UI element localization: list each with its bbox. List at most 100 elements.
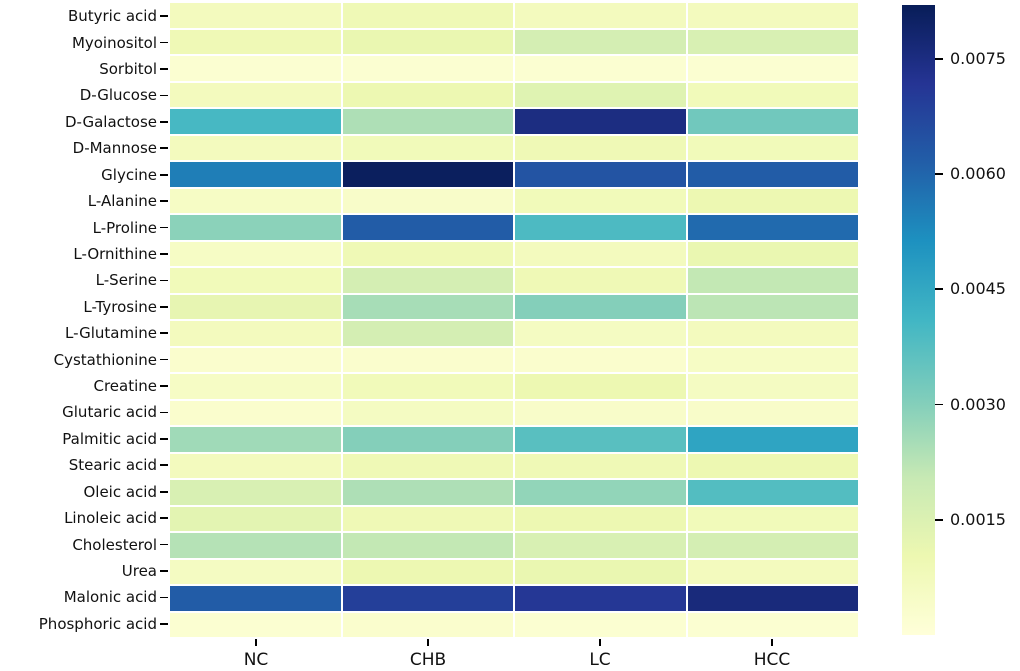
heatmap-cell [515, 268, 686, 293]
x-tick-label: LC [589, 650, 611, 670]
heatmap-cell [687, 3, 858, 28]
heatmap-cell [342, 559, 513, 584]
y-tick-mark [160, 68, 168, 70]
y-tick-mark [160, 490, 168, 493]
heatmap-cell [342, 586, 513, 611]
y-tick-mark [160, 438, 168, 440]
y-tick-mark [160, 305, 168, 308]
heatmap-cell [342, 268, 513, 293]
heatmap-cell [687, 241, 858, 266]
heatmap-cell [342, 162, 513, 187]
heatmap-cell [170, 400, 341, 425]
heatmap-cell [342, 241, 513, 266]
x-tick-mark [771, 639, 773, 646]
heatmap-cell [515, 241, 686, 266]
colorbar-tick-label: 0.0060 [950, 164, 1006, 184]
x-tick-label: HCC [753, 650, 791, 670]
colorbar-tick-label: 0.0030 [950, 394, 1006, 414]
y-tick-mark [160, 147, 168, 150]
heatmap-cell [342, 135, 513, 160]
heatmap-cell [342, 109, 513, 134]
y-tick-mark [160, 411, 168, 414]
heatmap-cell [515, 559, 686, 584]
heatmap-cell [170, 268, 341, 293]
y-tick-label: Glutaric acid [62, 403, 157, 422]
heatmap-cell [170, 215, 341, 240]
heatmap-cell [170, 506, 341, 531]
heatmap-cell [687, 612, 858, 637]
heatmap-cell [342, 3, 513, 28]
y-tick-mark [160, 41, 168, 44]
y-tick-label: D-Glucose [79, 86, 157, 105]
y-tick-mark [160, 200, 168, 202]
heatmap-cell [170, 453, 341, 478]
heatmap-cell [342, 374, 513, 399]
heatmap-cell [515, 82, 686, 107]
heatmap-cell [342, 56, 513, 81]
heatmap-cell [515, 294, 686, 319]
heatmap-cell [170, 82, 341, 107]
heatmap-cell [515, 135, 686, 160]
colorbar [902, 5, 935, 635]
heatmap-cell [342, 29, 513, 54]
heatmap-cell [170, 29, 341, 54]
heatmap-cell [170, 162, 341, 187]
heatmap-cell [515, 453, 686, 478]
heatmap-cell [515, 612, 686, 637]
colorbar-tick-mark [935, 403, 943, 406]
heatmap-cell [342, 321, 513, 346]
heatmap-cell [170, 294, 341, 319]
heatmap-cell [515, 3, 686, 28]
heatmap-cell [515, 400, 686, 425]
colorbar-tick-label: 0.0015 [950, 509, 1006, 529]
heatmap-cell [170, 533, 341, 558]
y-tick-label: L-Tyrosine [83, 297, 157, 316]
y-tick-mark [160, 543, 168, 546]
heatmap-cell [687, 559, 858, 584]
y-tick-label: L-Proline [92, 218, 157, 237]
heatmap-cell [170, 480, 341, 505]
heatmap-cell [687, 374, 858, 399]
heatmap-cell [515, 109, 686, 134]
x-tick-label: CHB [409, 650, 447, 670]
heatmap-cell [170, 321, 341, 346]
heatmap-cell [687, 400, 858, 425]
y-tick-label: Butyric acid [67, 7, 157, 26]
heatmap-cell [687, 506, 858, 531]
y-tick-label: Glycine [101, 165, 157, 184]
heatmap-cell [515, 162, 686, 187]
y-tick-mark [160, 173, 168, 176]
heatmap-cell [687, 162, 858, 187]
heatmap-cell [687, 294, 858, 319]
heatmap-cell [170, 56, 341, 81]
heatmap-cell [515, 347, 686, 372]
y-tick-label: Palmitic acid [62, 429, 157, 448]
heatmap-cell [515, 533, 686, 558]
heatmap-cell [687, 533, 858, 558]
colorbar-tick-mark [935, 57, 943, 60]
y-tick-label: Myoinositol [71, 33, 157, 52]
y-tick-label: L-Serine [95, 271, 157, 290]
y-tick-label: D-Galactose [64, 112, 157, 131]
heatmap-cell [515, 321, 686, 346]
y-tick-label: Phosphoric acid [38, 614, 157, 633]
y-tick-label: Stearic acid [68, 456, 157, 475]
y-tick-label: Sorbitol [99, 60, 157, 79]
heatmap-cell [687, 82, 858, 107]
heatmap-cell [687, 29, 858, 54]
heatmap-cell [515, 215, 686, 240]
heatmap-cell [342, 533, 513, 558]
y-tick-mark [160, 358, 168, 361]
heatmap-cell [687, 453, 858, 478]
y-tick-label: Urea [121, 561, 157, 580]
heatmap-cell [687, 427, 858, 452]
y-tick-mark [160, 94, 168, 97]
heatmap-cell [170, 135, 341, 160]
heatmap-cell [342, 400, 513, 425]
y-tick-label: L-Glutamine [65, 324, 157, 343]
y-tick-mark [160, 622, 168, 625]
y-tick-label: Cholesterol [72, 535, 157, 554]
heatmap-cell [170, 241, 341, 266]
heatmap-cell [515, 188, 686, 213]
